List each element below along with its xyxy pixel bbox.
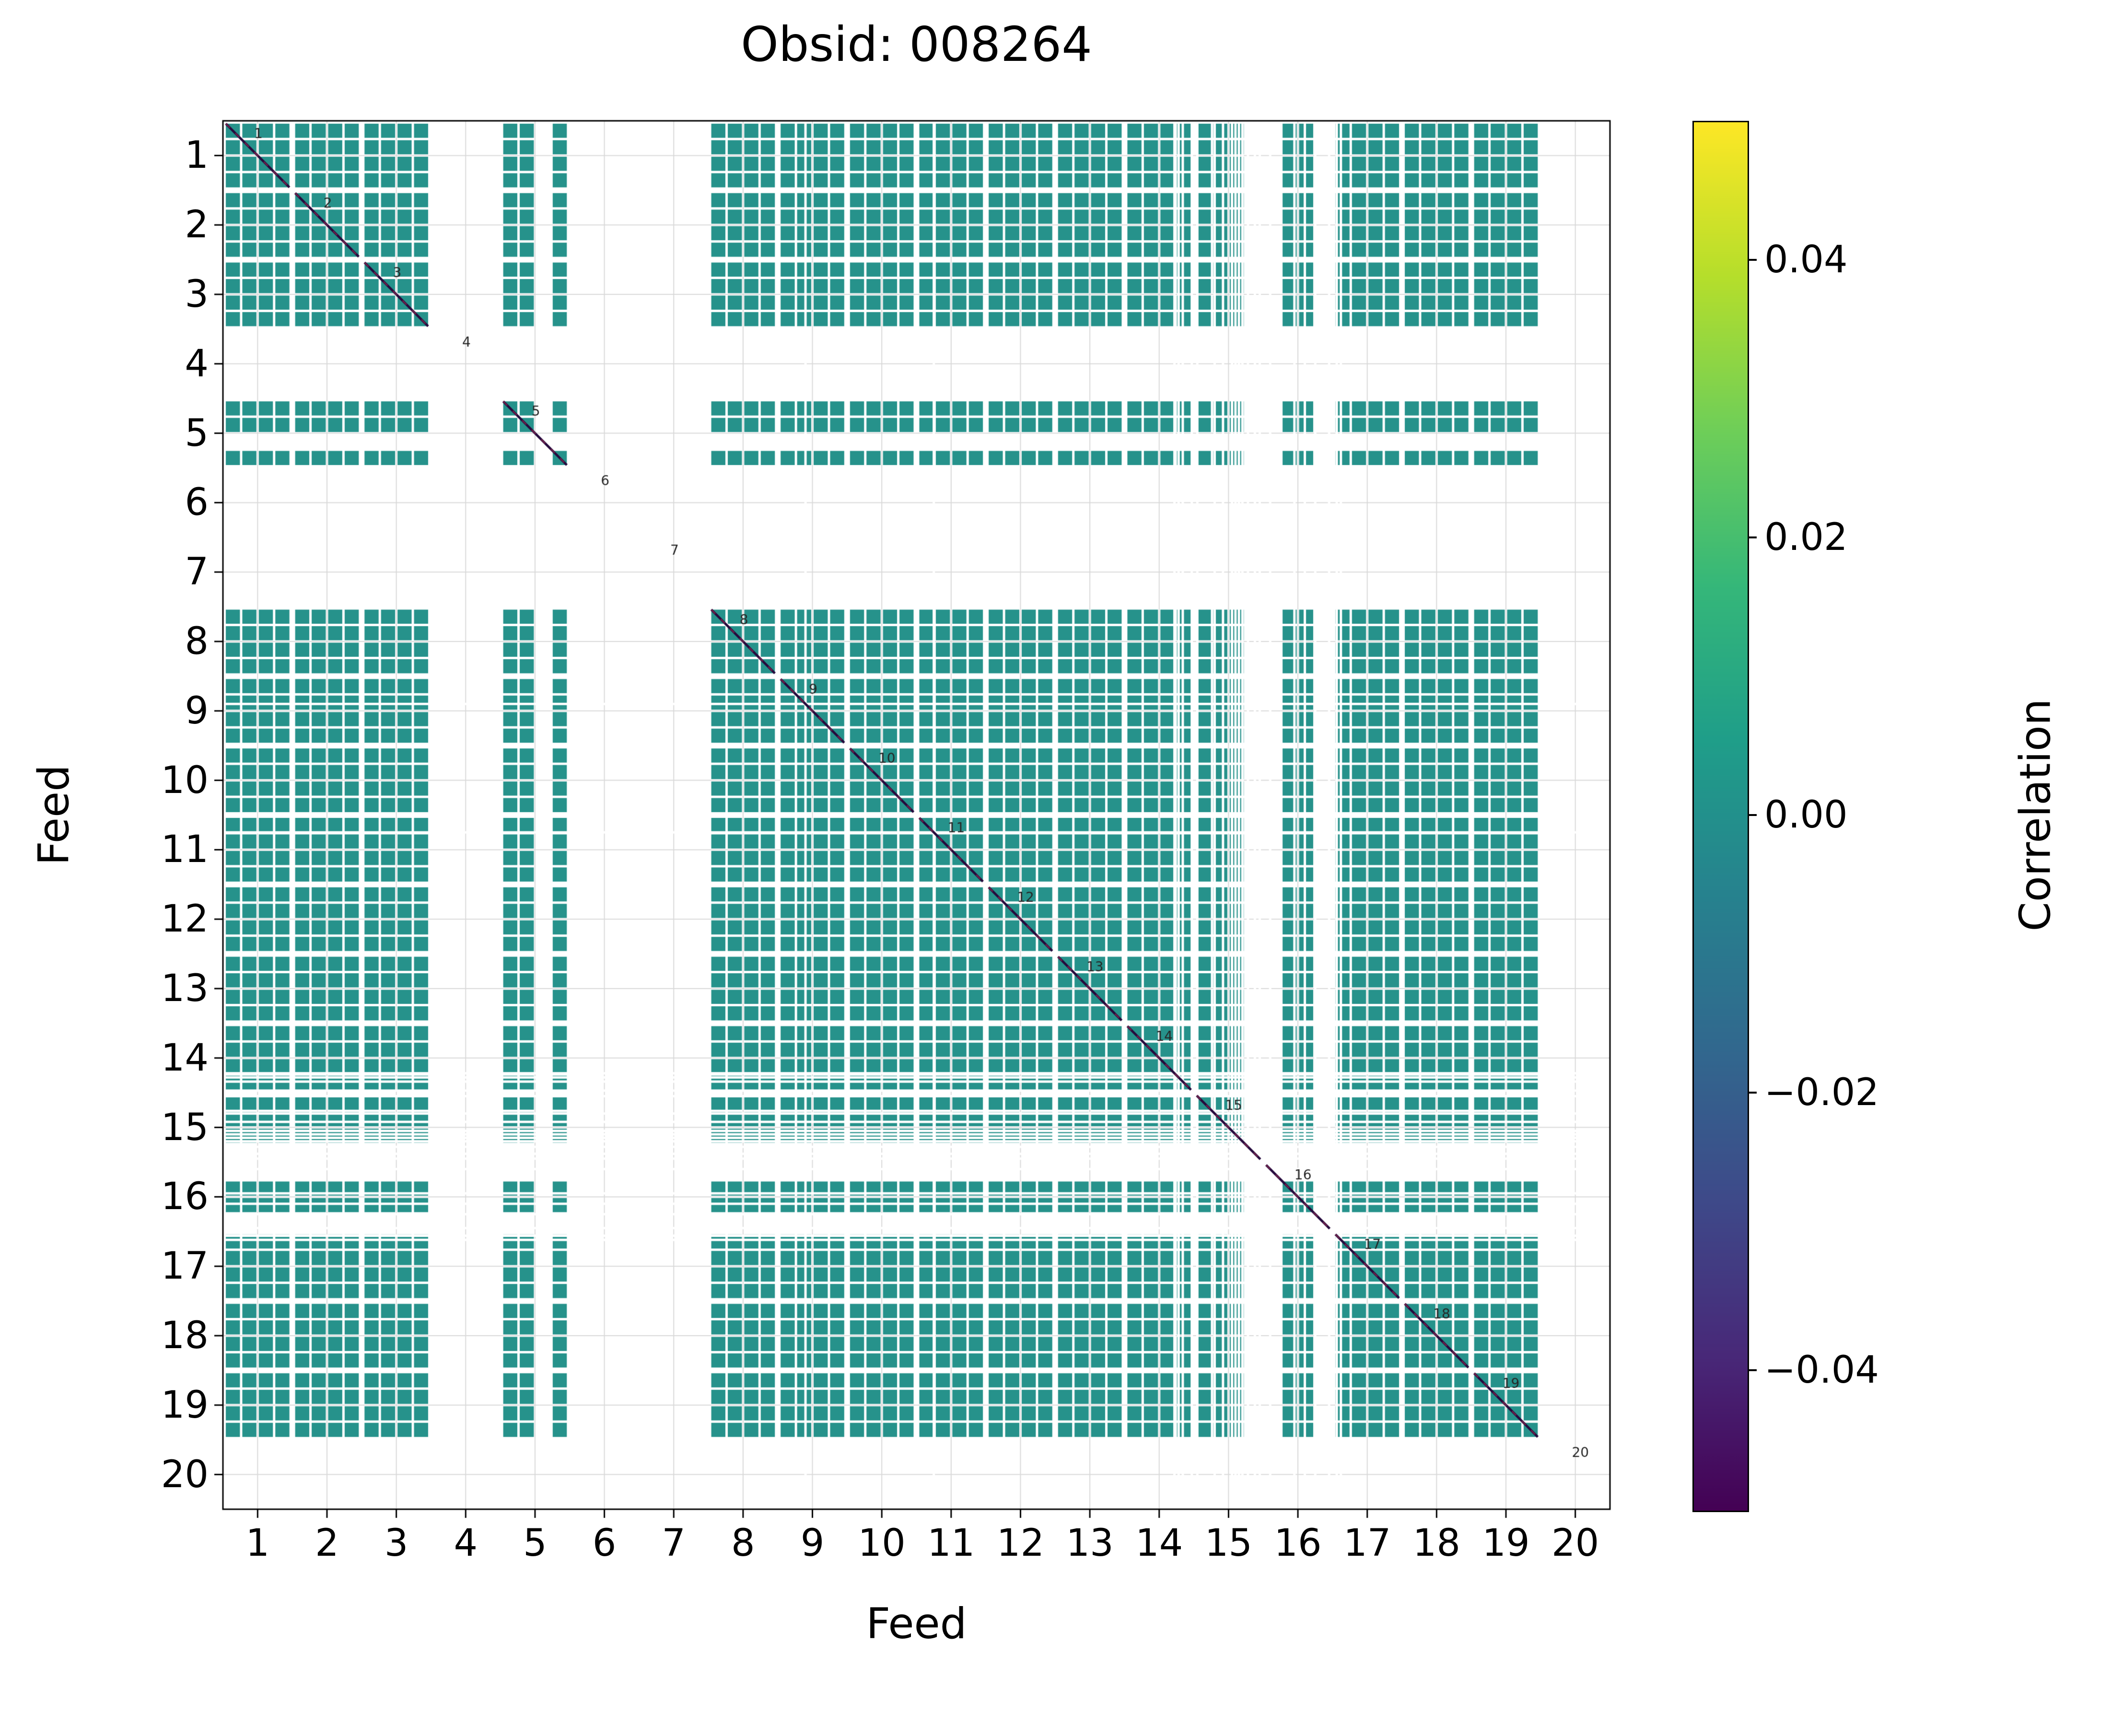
x-axis-label: Feed — [866, 1599, 967, 1648]
colorbar-tick-label: 0.00 — [1764, 793, 1848, 837]
colorbar-tick-mark — [1749, 258, 1757, 261]
x-tick-label: 11 — [927, 1522, 975, 1565]
colorbar-tick-mark — [1749, 536, 1757, 538]
y-tick-label: 12 — [161, 897, 209, 941]
y-tick-label: 3 — [185, 273, 209, 316]
x-tick-label: 2 — [315, 1522, 339, 1565]
x-tick-label: 16 — [1274, 1522, 1322, 1565]
y-tick-label: 11 — [161, 828, 209, 872]
y-tick-label: 4 — [185, 342, 209, 385]
y-tick-label: 16 — [161, 1175, 209, 1219]
x-tick-label: 1 — [245, 1522, 270, 1565]
x-tick-label: 3 — [384, 1522, 408, 1565]
y-tick-label: 13 — [161, 967, 209, 1010]
colorbar-tick-label: −0.04 — [1764, 1349, 1879, 1392]
y-tick-label: 18 — [161, 1314, 209, 1357]
x-tick-label: 13 — [1066, 1522, 1114, 1565]
y-tick-label: 2 — [185, 203, 209, 247]
x-tick-label: 17 — [1343, 1522, 1391, 1565]
x-tick-label: 6 — [592, 1522, 617, 1565]
colorbar-tick-mark — [1749, 1092, 1757, 1094]
colorbar-label: Correlation — [2010, 699, 2060, 932]
x-tick-label: 14 — [1135, 1522, 1183, 1565]
x-tick-label: 4 — [454, 1522, 478, 1565]
y-tick-label: 14 — [161, 1036, 209, 1080]
x-tick-label: 5 — [523, 1522, 547, 1565]
y-axis-label: Feed — [29, 765, 79, 865]
y-tick-label: 5 — [185, 411, 209, 455]
colorbar-tick-mark — [1749, 1369, 1757, 1372]
y-tick-label: 6 — [185, 481, 209, 524]
y-tick-label: 19 — [161, 1383, 209, 1427]
y-tick-label: 17 — [161, 1245, 209, 1288]
y-tick-label: 8 — [185, 620, 209, 663]
colorbar-tick-mark — [1749, 814, 1757, 816]
x-tick-label: 7 — [662, 1522, 686, 1565]
y-tick-label: 10 — [161, 758, 209, 802]
x-tick-label: 18 — [1412, 1522, 1460, 1565]
colorbar-tick-label: 0.02 — [1764, 515, 1848, 559]
x-tick-label: 19 — [1482, 1522, 1530, 1565]
y-tick-label: 20 — [161, 1453, 209, 1496]
colorbar — [1692, 121, 1749, 1512]
y-tick-label: 15 — [161, 1106, 209, 1149]
colorbar-tick-label: −0.02 — [1764, 1071, 1879, 1115]
x-tick-label: 10 — [858, 1522, 906, 1565]
y-tick-label: 9 — [185, 689, 209, 733]
y-tick-label: 1 — [185, 134, 209, 177]
x-tick-label: 9 — [800, 1522, 825, 1565]
x-tick-label: 20 — [1551, 1522, 1599, 1565]
x-tick-label: 15 — [1204, 1522, 1253, 1565]
chart-title: Obsid: 008264 — [741, 16, 1092, 72]
colorbar-gradient — [1694, 122, 1748, 1511]
x-tick-label: 8 — [731, 1522, 755, 1565]
colorbar-tick-label: 0.04 — [1764, 238, 1848, 281]
x-tick-label: 12 — [996, 1522, 1045, 1565]
y-tick-label: 7 — [185, 550, 209, 594]
